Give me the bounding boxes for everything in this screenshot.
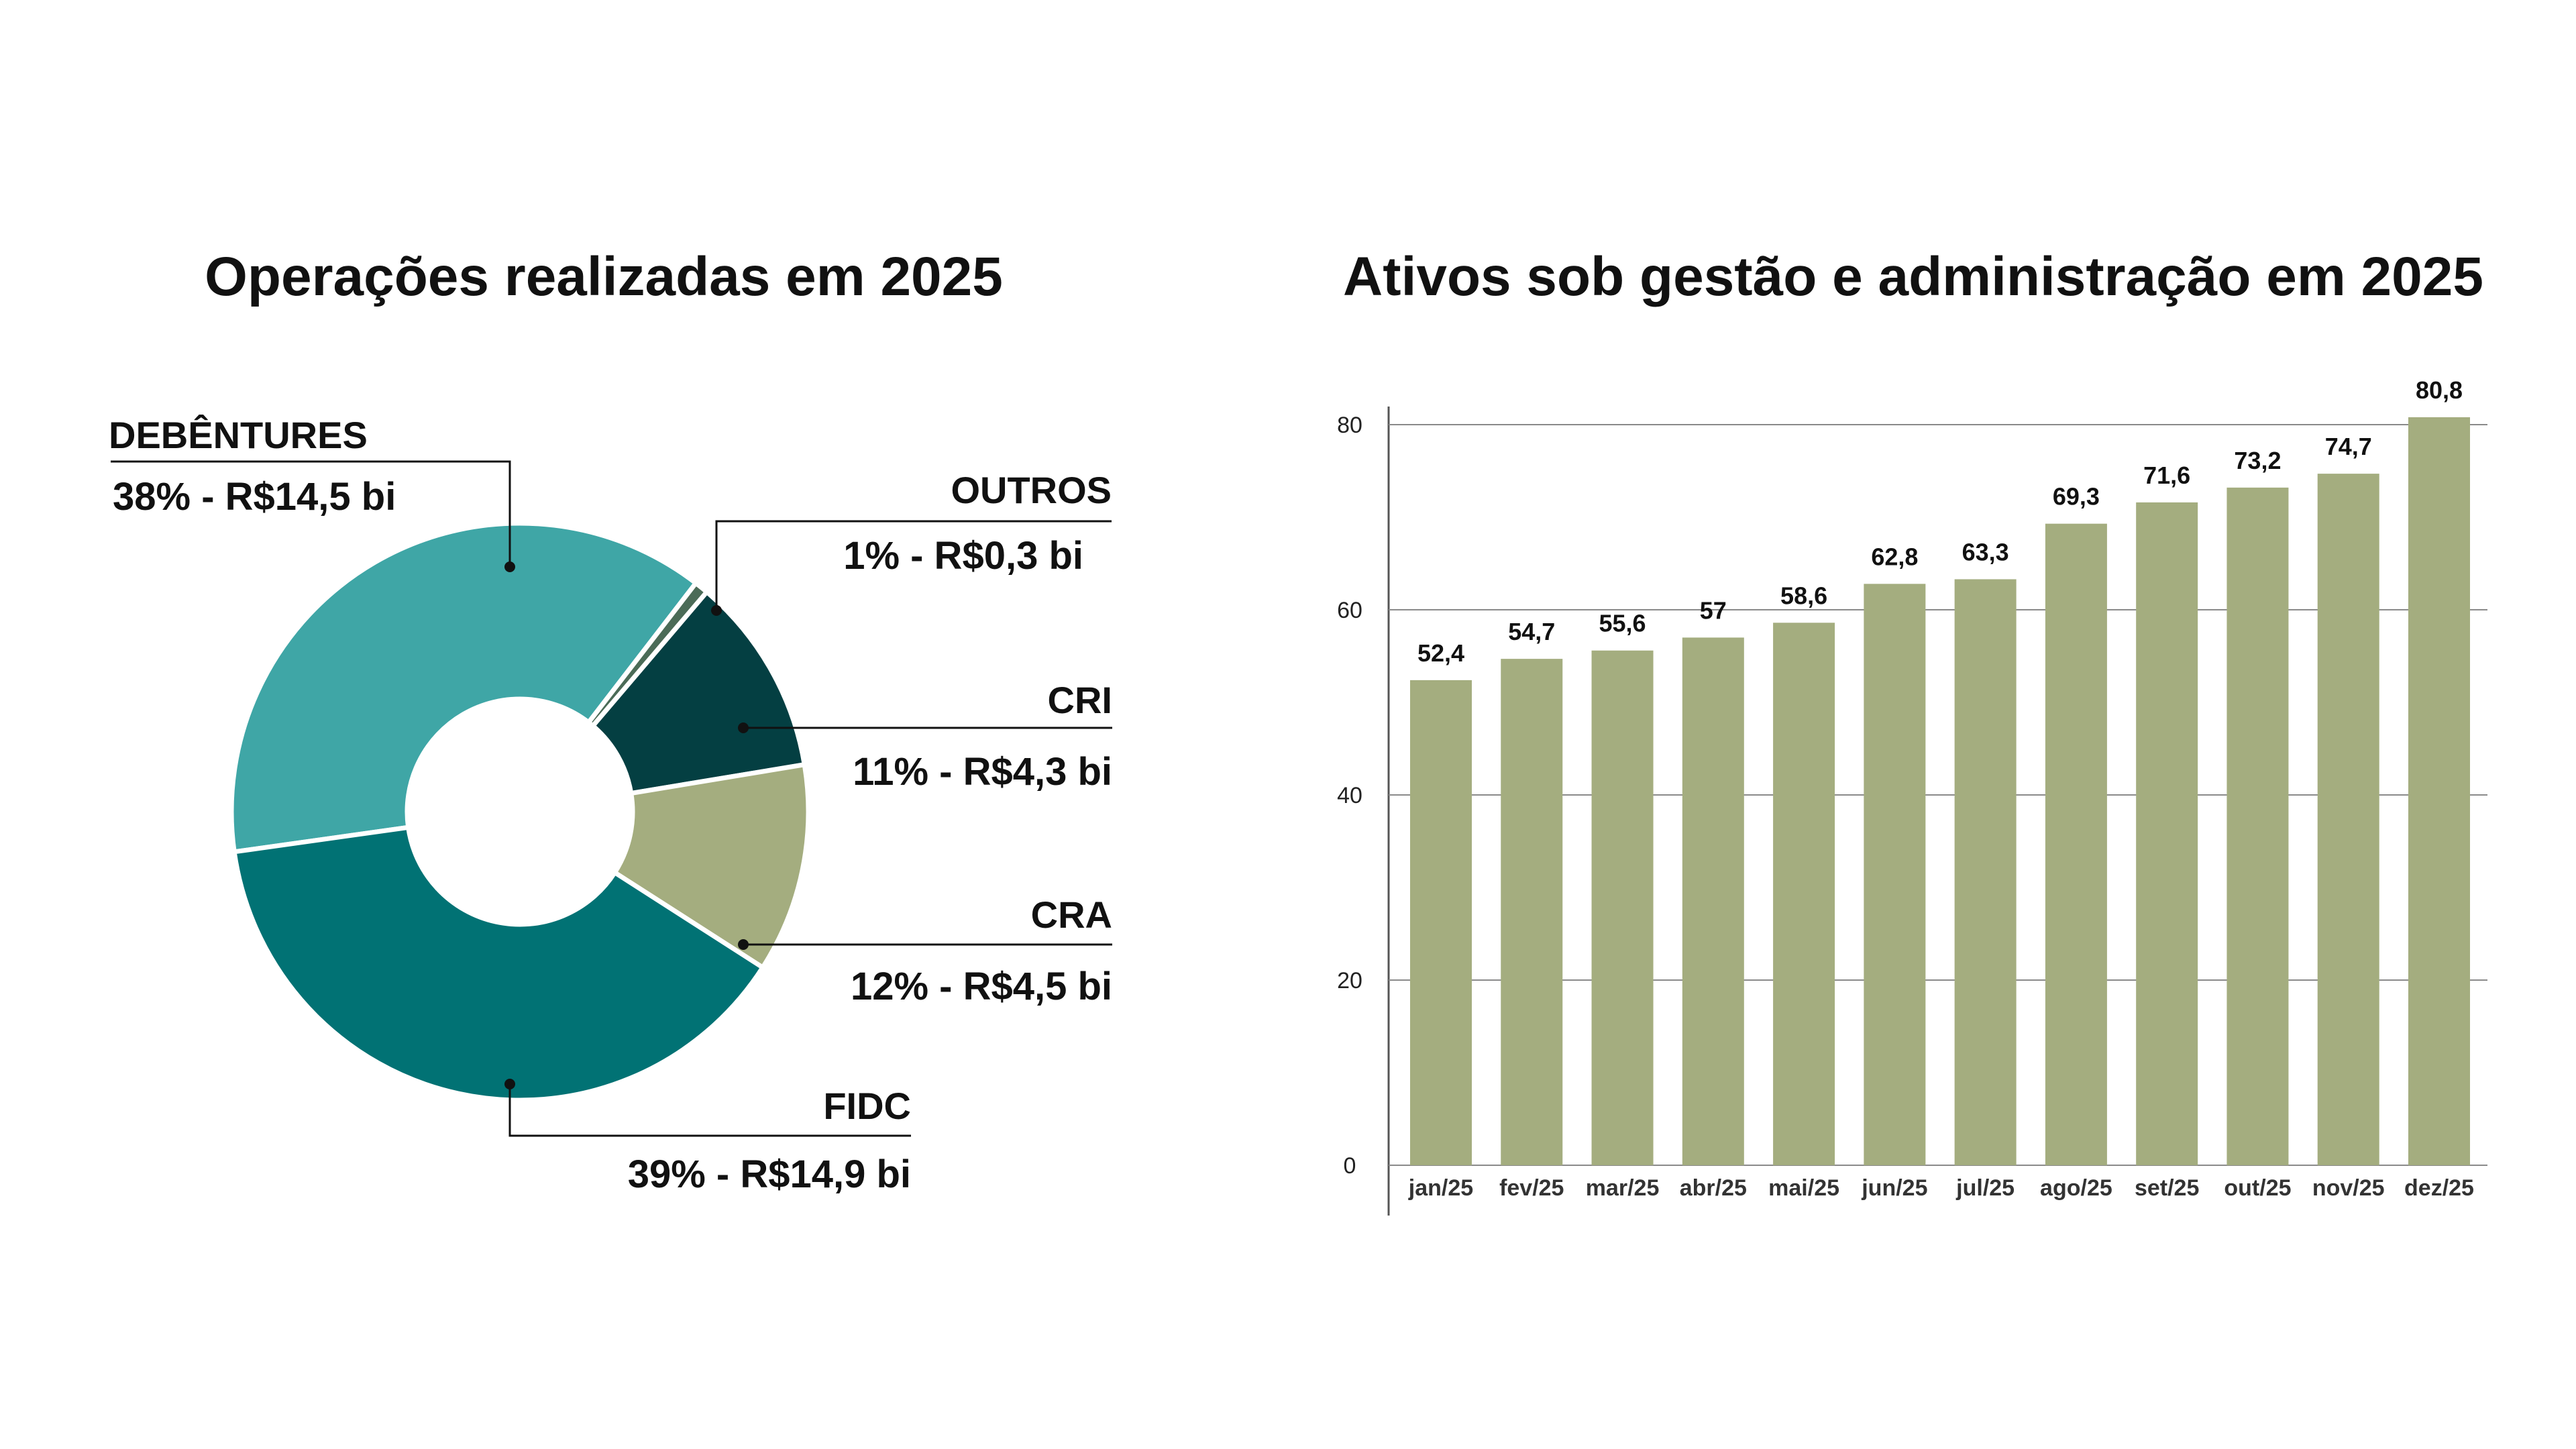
bar-title: Ativos sob gestão e administração em 202… xyxy=(1343,246,2483,307)
x-tick-label-dez-25: dez/25 xyxy=(2404,1175,2474,1201)
data-label-jul-25: 63,3 xyxy=(1962,538,2009,566)
donut-slices xyxy=(229,521,811,1103)
x-tick-label-ago-25: ago/25 xyxy=(2040,1175,2112,1201)
bar-jun-25 xyxy=(1864,584,1926,1165)
slice-value-outros: 1% - R$0,3 bi xyxy=(843,534,1083,578)
bar-labels: 0 20 40 60 80 52,4 jan/25 54,7 fev/25 55,6 mar/25 5… xyxy=(1337,376,2474,1201)
y-tick-label-80: 80 xyxy=(1337,413,1362,438)
bar-dez-25 xyxy=(2408,417,2470,1166)
x-tick-label-jul-25: jul/25 xyxy=(1955,1175,2015,1201)
bar-chart: Ativos sob gestão e administração em 202… xyxy=(1337,246,2487,1216)
leader-line-debentures xyxy=(111,460,511,567)
leader-dot-outros xyxy=(711,605,722,616)
bar-abr-25 xyxy=(1682,637,1744,1165)
bar-fev-25 xyxy=(1501,659,1563,1165)
bar-mar-25 xyxy=(1591,650,1654,1165)
y-tick-label-20: 20 xyxy=(1337,968,1362,994)
bar-jan-25 xyxy=(1410,680,1472,1165)
x-tick-label-out-25: out/25 xyxy=(2224,1175,2291,1201)
bar-mai-25 xyxy=(1773,623,1835,1165)
data-label-out-25: 73,2 xyxy=(2234,447,2281,474)
x-tick-label-abr-25: abr/25 xyxy=(1680,1175,1747,1201)
x-tick-label-fev-25: fev/25 xyxy=(1499,1175,1564,1201)
data-label-abr-25: 57 xyxy=(1700,596,1727,624)
x-tick-label-nov-25: nov/25 xyxy=(2312,1175,2385,1201)
slice-label-debentures: DEBÊNTURES xyxy=(109,414,368,456)
data-label-mai-25: 58,6 xyxy=(1780,582,1827,609)
donut-slice-fidc xyxy=(231,824,766,1103)
slice-value-cri: 11% - R$4,3 bi xyxy=(853,750,1112,794)
x-tick-label-jan-25: jan/25 xyxy=(1408,1175,1473,1201)
data-label-nov-25: 74,7 xyxy=(2325,433,2372,460)
y-tick-label-60: 60 xyxy=(1337,598,1362,623)
data-label-ago-25: 69,3 xyxy=(2053,483,2100,511)
data-label-jan-25: 52,4 xyxy=(1417,639,1464,667)
bar-bars xyxy=(1410,417,2470,1166)
leader-dot-debentures xyxy=(504,561,515,572)
slice-value-fidc: 39% - R$14,9 bi xyxy=(628,1152,911,1196)
slice-label-cra: CRA xyxy=(1031,894,1112,936)
slice-label-outros: OUTROS xyxy=(951,469,1112,511)
leader-dot-fidc xyxy=(504,1079,515,1089)
bar-out-25 xyxy=(2226,487,2289,1165)
slice-value-cra: 12% - R$4,5 bi xyxy=(851,965,1112,1008)
data-label-mar-25: 55,6 xyxy=(1599,610,1646,637)
data-label-fev-25: 54,7 xyxy=(1508,618,1555,645)
bar-ago-25 xyxy=(2045,523,2107,1165)
x-tick-label-mar-25: mar/25 xyxy=(1586,1175,1660,1201)
x-tick-label-mai-25: mai/25 xyxy=(1768,1175,1839,1201)
bar-nov-25 xyxy=(2317,474,2379,1165)
y-tick-label-0: 0 xyxy=(1344,1153,1356,1179)
leader-line-outros xyxy=(715,520,1112,610)
donut-slice-cra xyxy=(611,761,811,971)
donut-slice-cri xyxy=(589,588,808,796)
donut-chart: Operações realizadas em 2025 DEBÊNTURES 3… xyxy=(109,246,1112,1196)
donut-slice-debentures xyxy=(229,521,700,855)
bar-set-25 xyxy=(2136,502,2198,1165)
leader-dot-cra xyxy=(738,939,749,950)
x-tick-label-jun-25: jun/25 xyxy=(1861,1175,1927,1201)
donut-title: Operações realizadas em 2025 xyxy=(205,246,1003,307)
donut-labels: DEBÊNTURES 38% - R$14,5 bi OUTROS 1% - R$0,… xyxy=(109,414,1112,1196)
y-tick-label-40: 40 xyxy=(1337,783,1362,808)
data-label-set-25: 71,6 xyxy=(2143,462,2190,489)
leader-dot-cri xyxy=(738,722,749,733)
slice-value-debentures: 38% - R$14,5 bi xyxy=(113,475,396,519)
slice-label-cri: CRI xyxy=(1048,679,1112,721)
data-label-jun-25: 62,8 xyxy=(1871,543,1918,570)
bar-gridlines xyxy=(1387,407,2487,1216)
leader-line-fidc xyxy=(508,1084,911,1137)
data-label-dez-25: 80,8 xyxy=(2416,376,2463,404)
slice-label-fidc: FIDC xyxy=(823,1085,911,1127)
x-tick-label-set-25: set/25 xyxy=(2135,1175,2199,1201)
bar-jul-25 xyxy=(1954,579,2017,1165)
